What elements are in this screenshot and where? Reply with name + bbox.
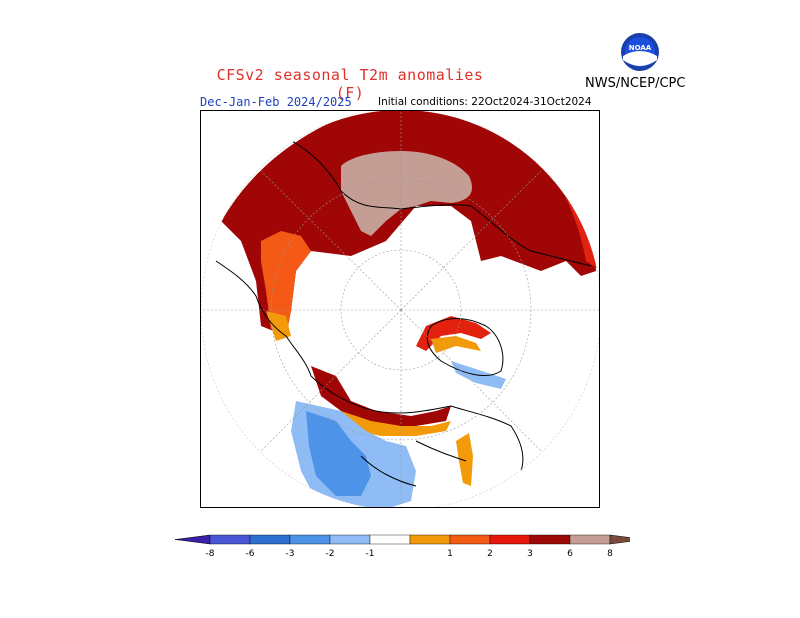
anomaly-dark-red-north (221, 111, 596, 336)
colorbar-arrow-cold (174, 534, 211, 545)
colorbar-tick-label: -1 (365, 549, 375, 559)
anomaly-orange-canada (341, 411, 451, 436)
anomaly-orange-west (266, 311, 291, 341)
anomaly-red-arctic-canada (311, 366, 451, 426)
colorbar-cell (409, 534, 451, 545)
colorbar-cell (369, 534, 411, 545)
polar-map-svg (201, 111, 599, 507)
colorbar-tick-label: 1 (447, 549, 453, 559)
anomaly-orange-red-west (261, 231, 311, 336)
graticule (201, 111, 599, 507)
agency-label: NWS/NCEP/CPC (585, 76, 686, 91)
colorbar-tick-label: 6 (567, 549, 573, 559)
svg-text:NOAA: NOAA (629, 44, 652, 52)
colorbar-cell (249, 534, 291, 545)
chart-title: CFSv2 seasonal T2m anomalies (F) (216, 66, 484, 102)
colorbar (174, 534, 630, 545)
colorbar-cell (289, 534, 331, 545)
colorbar-cell (489, 534, 531, 545)
initial-conditions: Initial conditions: 22Oct2024-31Oct2024 (376, 96, 594, 108)
colorbar-cell (449, 534, 491, 545)
anomaly-orange-greenland-edge (431, 336, 481, 353)
colorbar-cell (529, 534, 571, 545)
polar-map (200, 110, 600, 508)
colorbar-cell (329, 534, 371, 545)
season-subtitle: Dec-Jan-Feb 2024/2025 (200, 95, 352, 109)
colorbar-tick-label: -8 (205, 549, 215, 559)
colorbar-tick-label: 8 (607, 549, 613, 559)
colorbar-tick-label: -6 (245, 549, 255, 559)
anomaly-blue-pacific (306, 411, 371, 496)
colorbar-cell (569, 534, 611, 545)
colorbar-cell (209, 534, 251, 545)
colorbar-tick-label: 3 (527, 549, 533, 559)
noaa-logo-icon: NOAA (621, 33, 659, 71)
anomaly-tan-siberia (341, 151, 472, 236)
colorbar-tick-label: -3 (285, 549, 295, 559)
anomaly-orange-hudson (456, 433, 473, 486)
colorbar-tick-label: 2 (487, 549, 493, 559)
colorbar-tick-label: -2 (325, 549, 335, 559)
colorbar-arrow-warm (609, 534, 630, 545)
